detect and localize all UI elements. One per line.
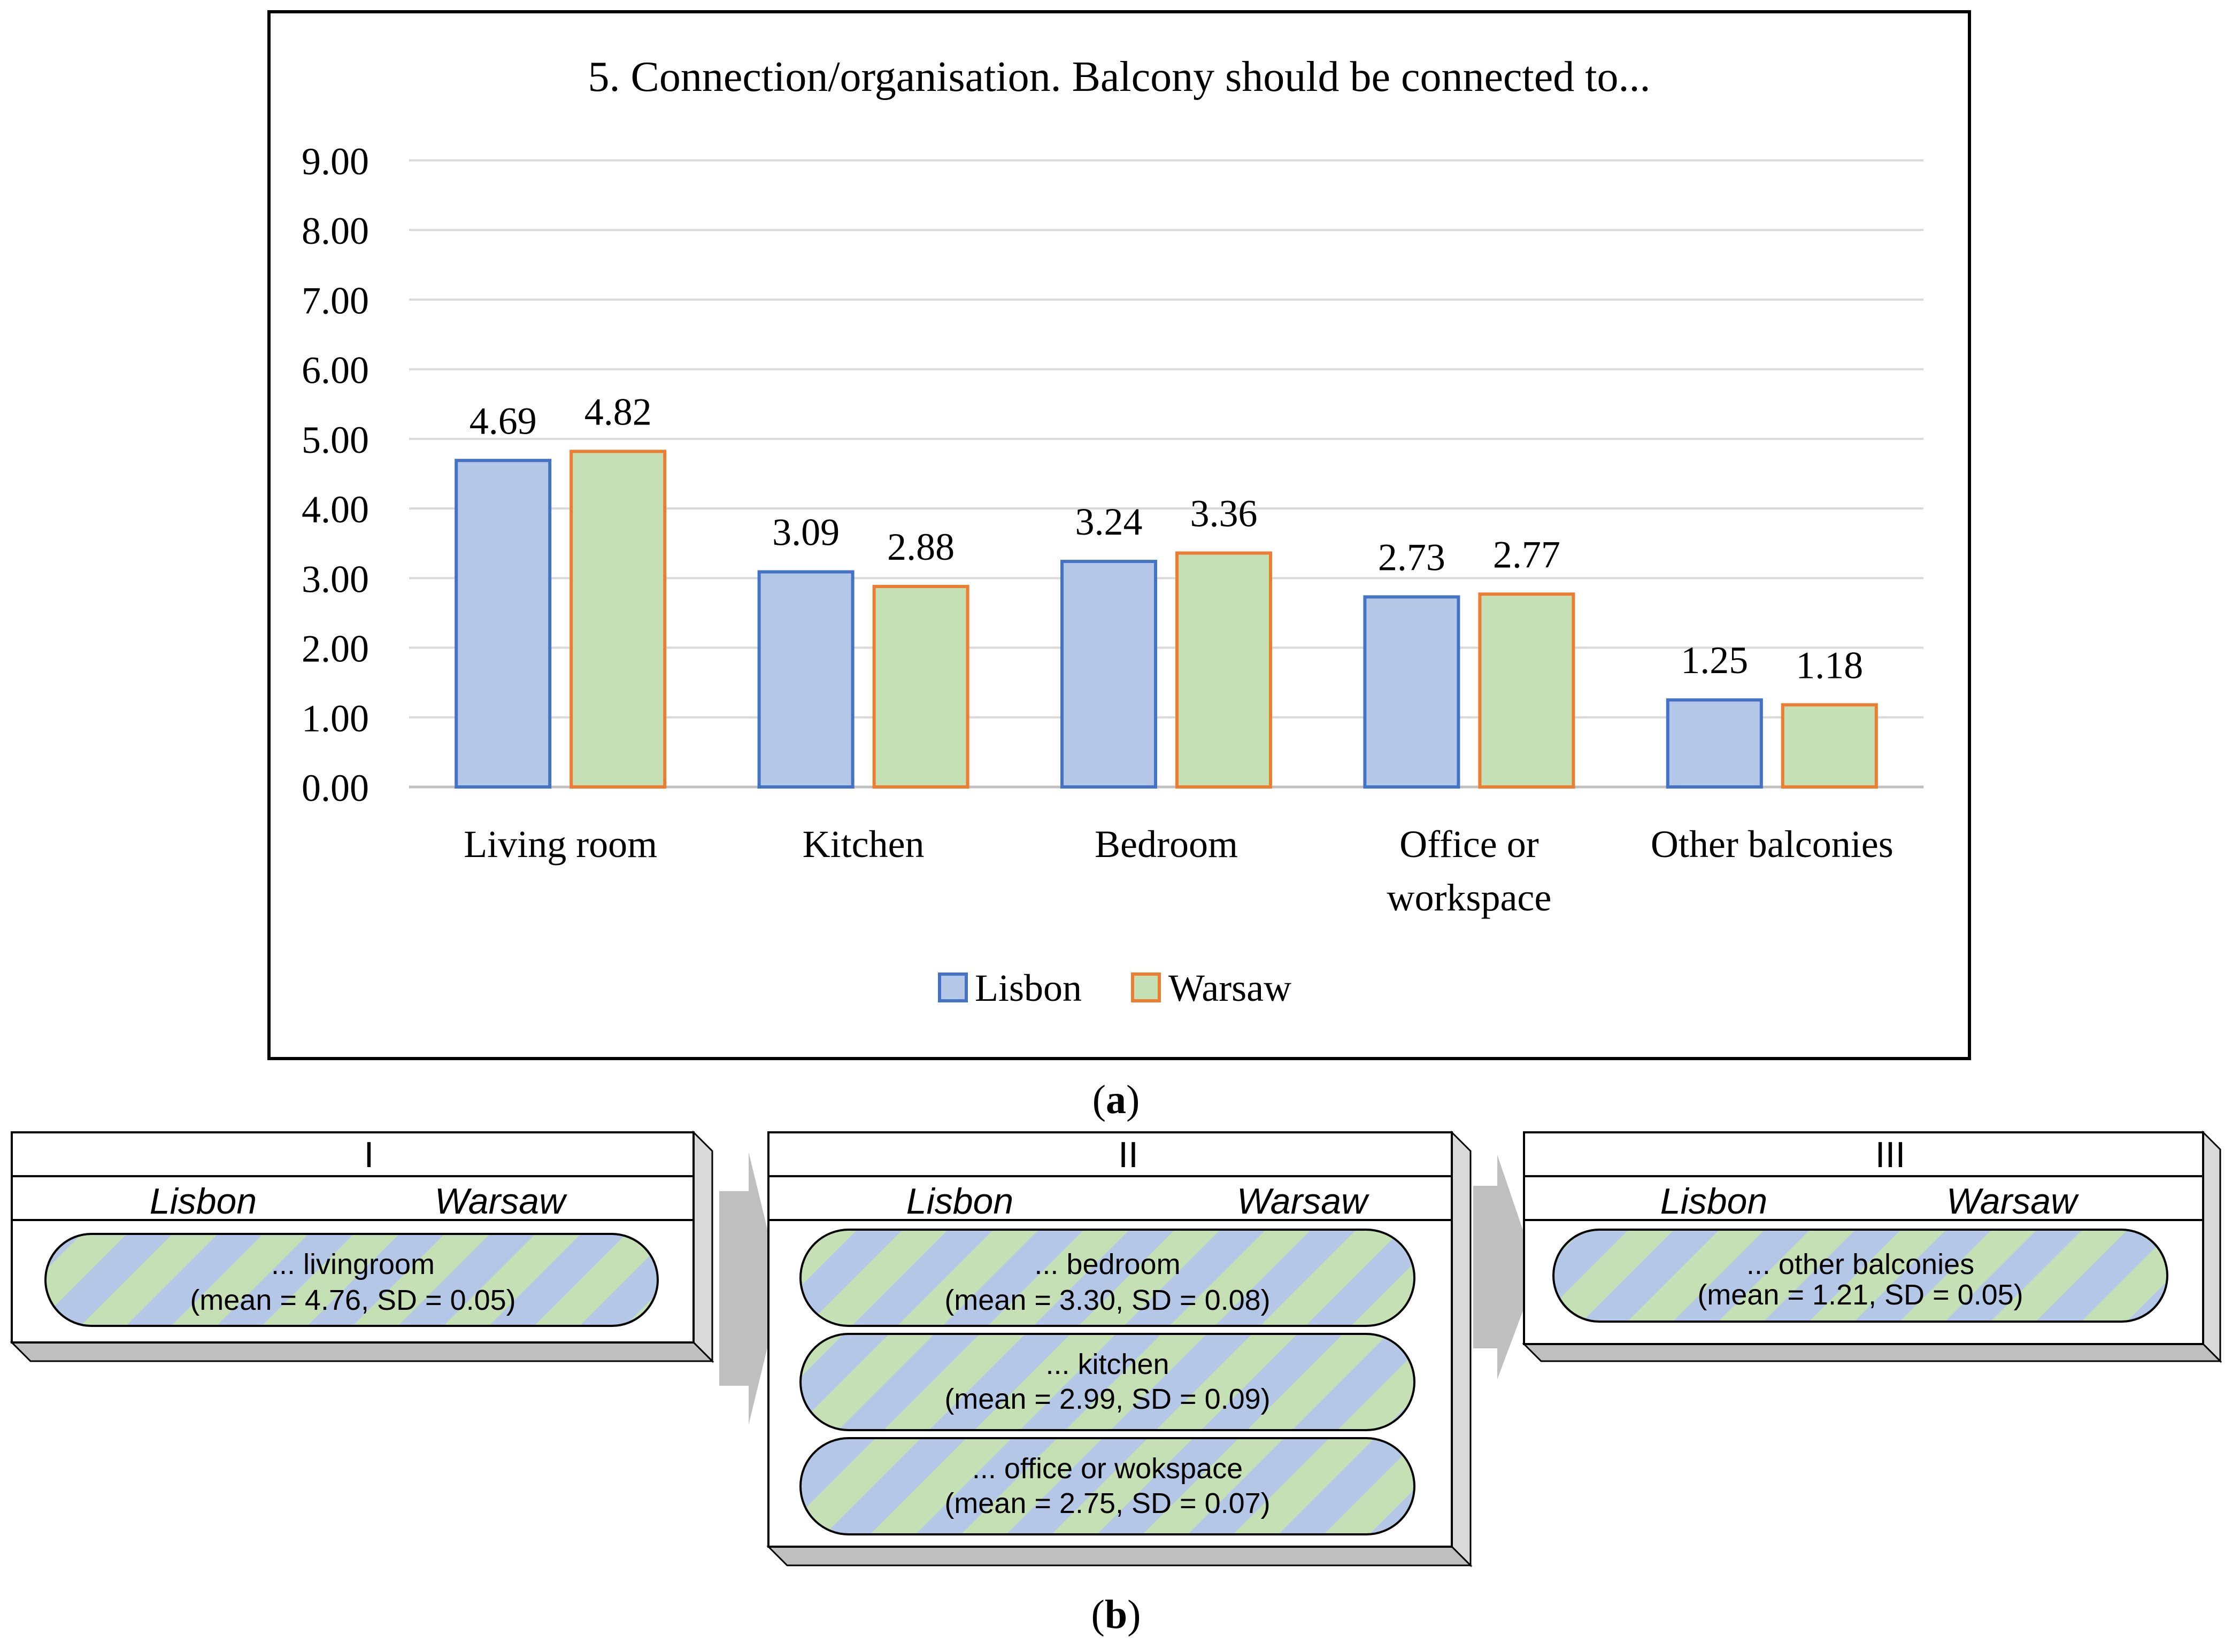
legend-swatch-warsaw <box>1131 972 1161 1002</box>
x-category-label-line: Office or <box>1399 823 1539 866</box>
x-category-label: Office or workspace <box>1387 823 1551 919</box>
group-i: I Lisbon Warsaw ... livingroom (mean = 4… <box>10 1130 714 1363</box>
y-tick-label: 1.00 <box>302 697 369 740</box>
data-label-lisbon: 3.24 <box>1075 500 1143 543</box>
group-ii-item-office-line1: ... office or wokspace <box>972 1453 1243 1485</box>
data-label-warsaw: 4.82 <box>584 390 652 433</box>
chart-frame <box>267 10 1971 1060</box>
group-ii-city-lisbon: Lisbon <box>906 1181 1013 1222</box>
group-iii: III Lisbon Warsaw ... other balconies (m… <box>1522 1130 2222 1363</box>
arrow-i-to-ii <box>719 1152 782 1425</box>
group-iii-bottom <box>1522 1343 2222 1362</box>
group-ii-bottom <box>766 1546 1473 1566</box>
group-iii-city-warsaw: Warsaw <box>1946 1181 2079 1222</box>
bar-warsaw <box>1781 703 1878 789</box>
group-ii: II Lisbon Warsaw ... bedroom (mean = 3.3… <box>766 1130 1473 1568</box>
group-i-city-warsaw: Warsaw <box>435 1181 567 1222</box>
group-ii-item-bedroom-pill <box>799 1229 1415 1327</box>
y-tick-label: 4.00 <box>302 488 369 531</box>
bar-warsaw <box>1175 551 1272 789</box>
group-ii-item-bedroom-line1: ... bedroom <box>1034 1248 1180 1280</box>
x-category-label-line: Bedroom <box>1095 823 1238 866</box>
y-tick-label: 0.00 <box>302 767 369 809</box>
data-label-warsaw: 1.18 <box>1796 644 1863 686</box>
x-category-label: Other balconies <box>1651 823 1894 866</box>
y-tick-label: 9.00 <box>302 140 369 183</box>
x-category-label-line: Living room <box>464 823 657 866</box>
x-category-label-line: Kitchen <box>803 823 925 866</box>
data-label-lisbon: 3.09 <box>772 511 840 554</box>
data-label-lisbon: 4.69 <box>470 399 537 442</box>
x-category-label: Living room <box>464 823 657 866</box>
group-i-item-line2: (mean = 4.76, SD = 0.05) <box>190 1284 515 1316</box>
bar-lisbon <box>1363 595 1460 789</box>
x-category-label: Kitchen <box>803 823 925 866</box>
group-ii-numeral: II <box>1118 1134 1138 1175</box>
y-tick-label: 5.00 <box>302 419 369 461</box>
data-label-warsaw: 3.36 <box>1190 492 1258 535</box>
group-ii-item-kitchen-pill <box>799 1333 1415 1431</box>
panel-b: I Lisbon Warsaw ... livingroom (mean = 4… <box>10 1130 2222 1568</box>
caption-b-letter: b <box>1105 1592 1127 1637</box>
caption-a-open: ( <box>1092 1077 1106 1122</box>
x-axis-category-labels: Living room Kitchen Bedroom Office or worksp… <box>464 823 1894 919</box>
x-category-label-line: Other balconies <box>1651 823 1894 866</box>
chart-panel: 5. Connection/organisation. Balcony shou… <box>267 10 1971 1060</box>
group-ii-item-office-pill <box>799 1437 1415 1535</box>
caption-a-close: ) <box>1126 1077 1140 1122</box>
group-ii-city-warsaw: Warsaw <box>1237 1181 1369 1222</box>
legend: Lisbon Warsaw <box>938 967 1291 1009</box>
bar-lisbon <box>757 570 855 789</box>
y-tick-label: 7.00 <box>302 279 369 322</box>
y-tick-label: 8.00 <box>302 210 369 252</box>
legend-swatch-lisbon <box>938 972 968 1002</box>
y-tick-label: 3.00 <box>302 558 369 600</box>
data-label-lisbon: 2.73 <box>1378 536 1445 578</box>
group-ii-side <box>1451 1130 1472 1568</box>
bar-lisbon <box>1666 698 1763 789</box>
bar-warsaw <box>569 450 667 789</box>
group-i-side <box>692 1130 713 1363</box>
bar-warsaw <box>1478 592 1575 789</box>
caption-b-close: ) <box>1127 1592 1141 1637</box>
y-tick-label: 2.00 <box>302 628 369 670</box>
caption-a-letter: a <box>1106 1077 1126 1122</box>
bar-lisbon <box>455 459 552 789</box>
group-ii-item-kitchen-line1: ... kitchen <box>1045 1348 1169 1380</box>
group-iii-numeral: III <box>1875 1134 1906 1175</box>
y-tick-label: 6.00 <box>302 349 369 392</box>
x-category-label-line: workspace <box>1387 876 1551 919</box>
group-i-item-line1: ... livingroom <box>271 1248 435 1280</box>
group-iii-item-line2: (mean = 1.21, SD = 0.05) <box>1697 1279 2023 1311</box>
chart-title: 5. Connection/organisation. Balcony shou… <box>588 53 1650 101</box>
group-i-numeral: I <box>364 1134 374 1175</box>
group-i-city-lisbon: Lisbon <box>150 1181 257 1222</box>
caption-b-open: ( <box>1091 1592 1105 1637</box>
data-label-warsaw: 2.88 <box>887 526 955 568</box>
bar-lisbon <box>1060 560 1157 789</box>
legend-label-lisbon: Lisbon <box>975 967 1082 1009</box>
group-iii-side <box>2202 1130 2221 1363</box>
group-iii-item-pill <box>1552 1229 2168 1323</box>
bars <box>455 450 1878 789</box>
group-i-item-pill <box>44 1233 659 1327</box>
group-iii-item-line1: ... other balconies <box>1746 1248 1974 1280</box>
group-iii-city-lisbon: Lisbon <box>1660 1181 1767 1222</box>
bar-warsaw <box>872 584 969 789</box>
group-ii-item-kitchen-line2: (mean = 2.99, SD = 0.09) <box>944 1383 1270 1415</box>
data-labels: 4.69 4.82 3.09 2.88 3.24 3.36 2.73 2.77 1.25 1.18 <box>470 390 1864 686</box>
group-ii-item-office-line2: (mean = 2.75, SD = 0.07) <box>944 1487 1270 1519</box>
group-i-bottom <box>10 1341 714 1362</box>
y-axis-tick-labels: 0.00 1.00 2.00 3.00 4.00 5.00 6.00 7.00 8.00 9.00 <box>302 140 369 809</box>
caption-b: (b) <box>1091 1592 1141 1637</box>
group-ii-item-bedroom-line2: (mean = 3.30, SD = 0.08) <box>944 1284 1270 1316</box>
data-label-warsaw: 2.77 <box>1493 533 1560 576</box>
data-label-lisbon: 1.25 <box>1681 639 1748 682</box>
caption-a: (a) <box>1092 1077 1140 1122</box>
x-category-label: Bedroom <box>1095 823 1238 866</box>
legend-label-warsaw: Warsaw <box>1168 967 1291 1009</box>
arrow-ii-to-iii <box>1473 1155 1537 1379</box>
